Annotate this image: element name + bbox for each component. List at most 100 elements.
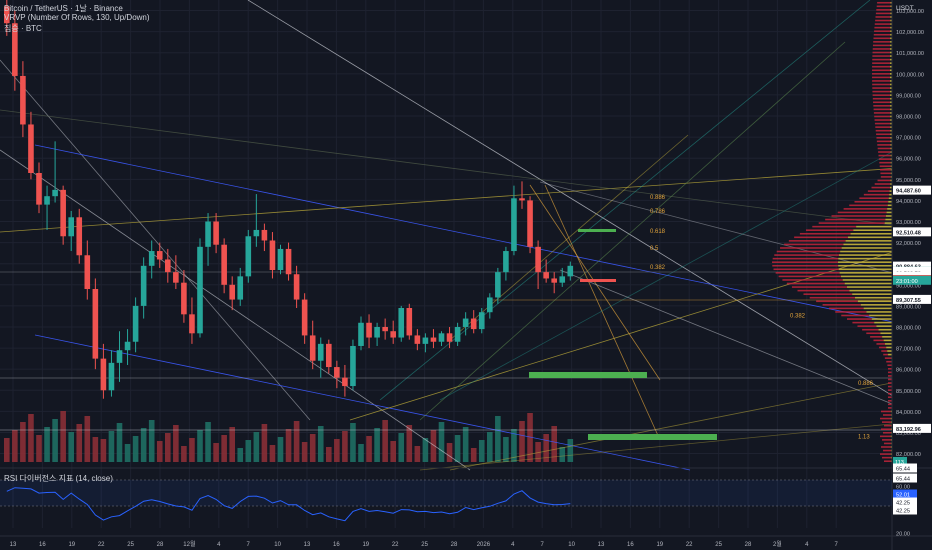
trend-line (539, 181, 932, 284)
volume-profile-row (881, 446, 891, 448)
candle (12, 23, 18, 76)
candle (366, 322, 372, 338)
volume-bar (503, 437, 509, 462)
price-tick-label: 89,000.00 (896, 304, 921, 310)
candle (156, 251, 163, 260)
rsi-tick-label: 65.44 (896, 467, 910, 473)
volume-profile-row (888, 371, 892, 374)
candle (527, 200, 533, 247)
volume-profile-row (840, 250, 892, 253)
time-tick-label: 7 (835, 542, 839, 548)
volume-profile-row (890, 168, 892, 171)
volume-profile-row (890, 129, 892, 132)
volume-profile-row (867, 190, 890, 192)
candle (60, 189, 66, 237)
volume-profile-row (838, 261, 892, 263)
volume-profile-row (890, 417, 892, 420)
volume-profile-row (774, 254, 840, 256)
volume-profile-row (889, 190, 892, 192)
volume-bar (511, 429, 517, 462)
volume-profile-row (883, 353, 889, 356)
volume-bar (438, 422, 445, 462)
volume-profile-row (890, 62, 892, 64)
candle (116, 350, 123, 363)
trend-line (349, 239, 932, 421)
time-tick-label: 22 (98, 542, 105, 548)
volume-profile-row (852, 293, 892, 295)
candle (20, 75, 26, 125)
volume-profile-row (888, 392, 892, 395)
volume-bar (229, 427, 235, 462)
volume-profile-row (856, 225, 892, 228)
volume-profile-row (881, 410, 891, 413)
time-tick-label: 13 (598, 542, 605, 548)
volume-bar (406, 425, 413, 462)
volume-profile-row (888, 375, 892, 377)
volume-profile-row (890, 41, 892, 43)
volume-profile-row (890, 428, 892, 431)
volume-profile-row (890, 87, 892, 89)
volume-bar (132, 436, 139, 462)
volume-profile-row (890, 9, 892, 11)
volume-profile-row (890, 161, 892, 164)
time-tick-label: 2월 (773, 540, 782, 548)
volume-profile-row (805, 229, 854, 231)
price-tick-label: 98,000.00 (896, 115, 921, 121)
rsi-legend[interactable]: RSI 다이버전스 지표 (14, close) (4, 474, 113, 483)
volume-profile-row (890, 19, 892, 22)
volume-bar (358, 444, 364, 462)
volume-bar (237, 448, 244, 462)
volume-profile-row (890, 105, 892, 107)
candles (4, 0, 574, 399)
volume-profile-row (878, 154, 891, 157)
volume-profile-row (841, 247, 892, 249)
volume-profile-row (878, 151, 891, 153)
volume-profile-row (888, 200, 892, 203)
rsi-tick-label: 42.25 (896, 501, 910, 507)
candle (551, 278, 557, 283)
legend-indicator[interactable]: 짐승 · BTC (4, 24, 42, 33)
volume-profile-row (854, 296, 892, 299)
target-zone (578, 229, 616, 232)
volume-profile-row (874, 30, 891, 32)
volume-profile-row (880, 453, 891, 455)
candle (478, 312, 485, 330)
volume-profile-row (888, 368, 892, 370)
volume-bar (28, 414, 34, 462)
volume-profile-row (831, 215, 886, 217)
volume-profile-row (890, 140, 892, 143)
legend-symbol[interactable]: Bitcoin / TetherUS · 1날 · Binance (4, 4, 123, 13)
legend-indicator-vrvp[interactable]: VRVP (Number Of Rows, 130, Up/Down) (4, 13, 150, 22)
volume-profile-row (877, 179, 891, 182)
time-tick-label: 7 (247, 542, 251, 548)
candle (511, 198, 517, 252)
candle (503, 251, 509, 273)
volume-profile-row (890, 65, 892, 68)
fib-label: 1.13 (858, 435, 870, 441)
volume-profile-row (880, 168, 891, 171)
volume-bar (342, 431, 348, 462)
candle (446, 333, 453, 342)
volume-profile-row (883, 414, 892, 416)
trend-line (34, 144, 932, 331)
volume-profile-row (872, 62, 891, 64)
price-tick-label: 103,000.00 (896, 9, 924, 15)
volume-bar (92, 437, 99, 462)
time-tick-label: 12월 (183, 540, 195, 548)
volume-profile-row (883, 431, 892, 434)
target-zone (588, 434, 717, 440)
volume-profile-row (776, 250, 841, 253)
candle (358, 322, 364, 346)
volume-profile-row (890, 51, 892, 54)
candle (221, 244, 227, 285)
candle (253, 229, 260, 237)
volume-bar (301, 442, 308, 462)
volume-profile-row (857, 300, 892, 303)
candle (84, 255, 91, 290)
volume-profile-row (884, 460, 892, 462)
volume-profile-row (870, 336, 883, 338)
volume-bar (422, 438, 429, 462)
volume-profile-row (883, 339, 892, 342)
candle (245, 236, 252, 277)
